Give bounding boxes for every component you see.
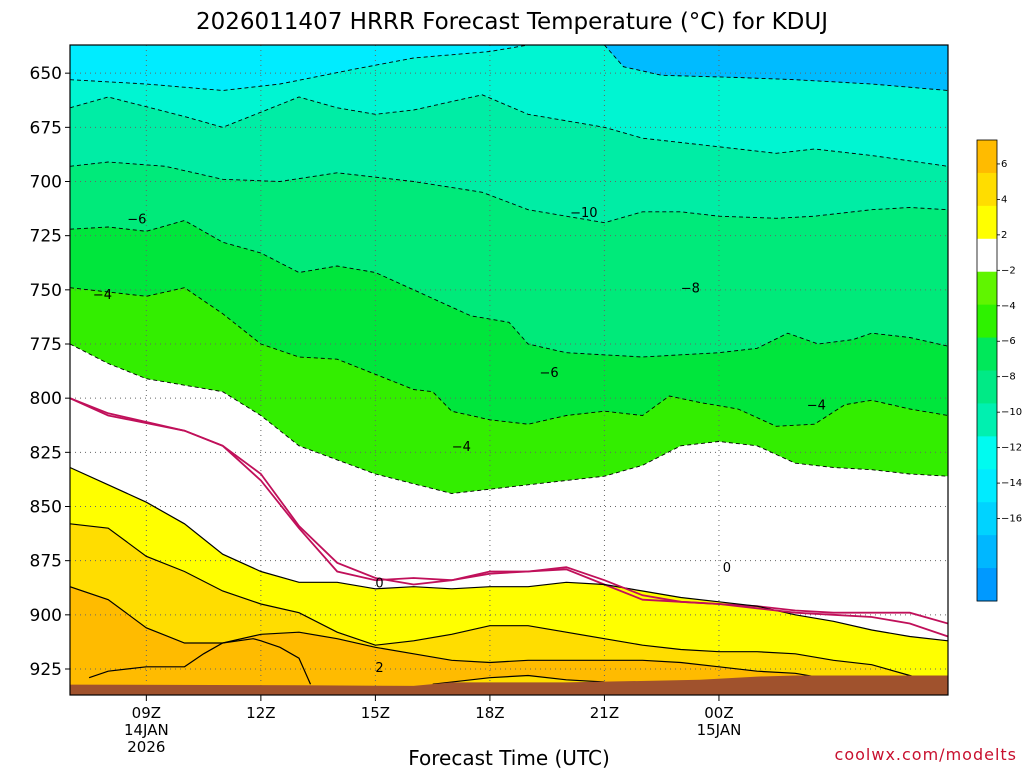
colorbar: 6 4 2 −2 −4 −6 −8 −10 −12 −14 −16 xyxy=(976,139,1022,602)
x-axis-label: Forecast Time (UTC) xyxy=(408,746,610,768)
y-tick-label-750: 750 xyxy=(30,281,62,301)
y-axis: 650 675 700 725 750 775 800 825 850 875 900 925 xyxy=(30,64,70,680)
contour-label-6: −4 xyxy=(452,440,471,455)
y-tick-label-825: 825 xyxy=(30,443,62,463)
colorbar-swatch-10 xyxy=(977,469,997,503)
contour-label-0: −6 xyxy=(127,212,146,227)
y-tick-label-675: 675 xyxy=(30,118,62,138)
plot-area: −6 −4 −10 −8 −6 −4 −4 0 0 2 xyxy=(70,45,948,695)
colorbar-swatch-2 xyxy=(977,205,997,240)
band-fill-warm-pocket xyxy=(70,638,311,691)
contour-line-neg6 xyxy=(70,220,948,358)
contour-line-neg14 xyxy=(604,45,948,91)
x-tick-label-15-0: 15Z xyxy=(361,704,390,722)
colorbar-label-4: −4 xyxy=(1001,301,1016,312)
colorbar-swatch-4 xyxy=(977,271,997,306)
x-tick-label-9-0: 09Z xyxy=(132,704,161,722)
y-tick-label-650: 650 xyxy=(30,64,62,84)
plot-frame xyxy=(69,44,949,696)
contour-label-5: −4 xyxy=(807,399,826,414)
x-tick-label-9-1: 14JAN xyxy=(124,721,169,739)
y-tick-label-700: 700 xyxy=(30,173,62,193)
y-tick-label-900: 900 xyxy=(30,606,62,626)
colorbar-swatch-8 xyxy=(977,403,997,437)
x-tick-label-24-1: 15JAN xyxy=(697,721,742,739)
y-tick-label-800: 800 xyxy=(30,389,62,409)
band-fill-warm-sliver xyxy=(432,675,605,685)
contour-line-2_5 xyxy=(70,397,948,638)
colorbar-swatch-1 xyxy=(977,172,997,207)
site-credit: coolwx.com/modelts xyxy=(835,745,1017,764)
contour-label-2: −10 xyxy=(570,206,597,221)
colorbar-swatch-0 xyxy=(977,140,997,174)
colorbar-swatch-6 xyxy=(977,337,997,371)
contour-label-1: −4 xyxy=(93,288,112,303)
colorbar-label-0: 6 xyxy=(1001,159,1007,170)
colorbar-swatch-3 xyxy=(977,238,997,273)
colorbar-label-7: −10 xyxy=(1001,407,1022,418)
colorbar-swatch-9 xyxy=(977,436,997,470)
y-tick-label-925: 925 xyxy=(30,660,62,680)
y-tick-label-850: 850 xyxy=(30,498,62,518)
contour-line-2_2 xyxy=(432,674,605,685)
contour-label-7: 0 xyxy=(375,576,383,591)
colorbar-label-1: 4 xyxy=(1001,194,1007,205)
colorbar-label-5: −6 xyxy=(1001,336,1016,347)
x-tick-label-24-0: 00Z xyxy=(704,704,733,722)
colorbar-label-10: −16 xyxy=(1001,514,1022,525)
contour-line-6 xyxy=(70,586,948,694)
colorbar-swatch-5 xyxy=(977,304,997,339)
colorbar-label-9: −14 xyxy=(1001,478,1022,489)
band-fill-above-neg14 xyxy=(604,45,948,91)
contour-label-9: 2 xyxy=(375,661,383,676)
contour-label-4: −6 xyxy=(540,366,559,381)
colorbar-swatch-13 xyxy=(977,568,997,602)
y-tick-label-725: 725 xyxy=(30,227,62,247)
contour-line-neg8 xyxy=(70,161,948,224)
colorbar-swatch-11 xyxy=(977,502,997,536)
contour-line-4 xyxy=(70,523,948,687)
contour-label-8: 0 xyxy=(723,561,731,576)
colorbar-label-6: −8 xyxy=(1001,372,1016,383)
x-tick-label-18-0: 18Z xyxy=(475,704,504,722)
contour-label-3: −8 xyxy=(681,282,700,297)
x-tick-label-9-2: 2026 xyxy=(127,738,165,756)
ground-surface xyxy=(70,675,948,695)
colorbar-swatch-12 xyxy=(977,535,997,569)
contour-line-6_1 xyxy=(88,638,312,685)
colorbar-label-3: −2 xyxy=(1001,265,1016,276)
contour-line-neg10 xyxy=(70,94,948,167)
colorbar-label-8: −12 xyxy=(1001,443,1022,454)
contour-line-neg4 xyxy=(70,287,948,427)
y-tick-label-775: 775 xyxy=(30,335,62,355)
chart-title: 2026011407 HRRR Forecast Temperature (°C… xyxy=(196,9,828,35)
x-tick-label-21-0: 21Z xyxy=(590,704,619,722)
x-tick-label-12-0: 12Z xyxy=(246,704,275,722)
y-tick-label-875: 875 xyxy=(30,552,62,572)
colorbar-label-2: 2 xyxy=(1001,230,1007,241)
contour-line-neg2 xyxy=(70,343,948,494)
contour-line-2 xyxy=(70,466,948,642)
colorbar-frame xyxy=(976,139,998,602)
band-fill-above--12 xyxy=(70,45,529,91)
colorbar-swatch-7 xyxy=(977,370,997,404)
